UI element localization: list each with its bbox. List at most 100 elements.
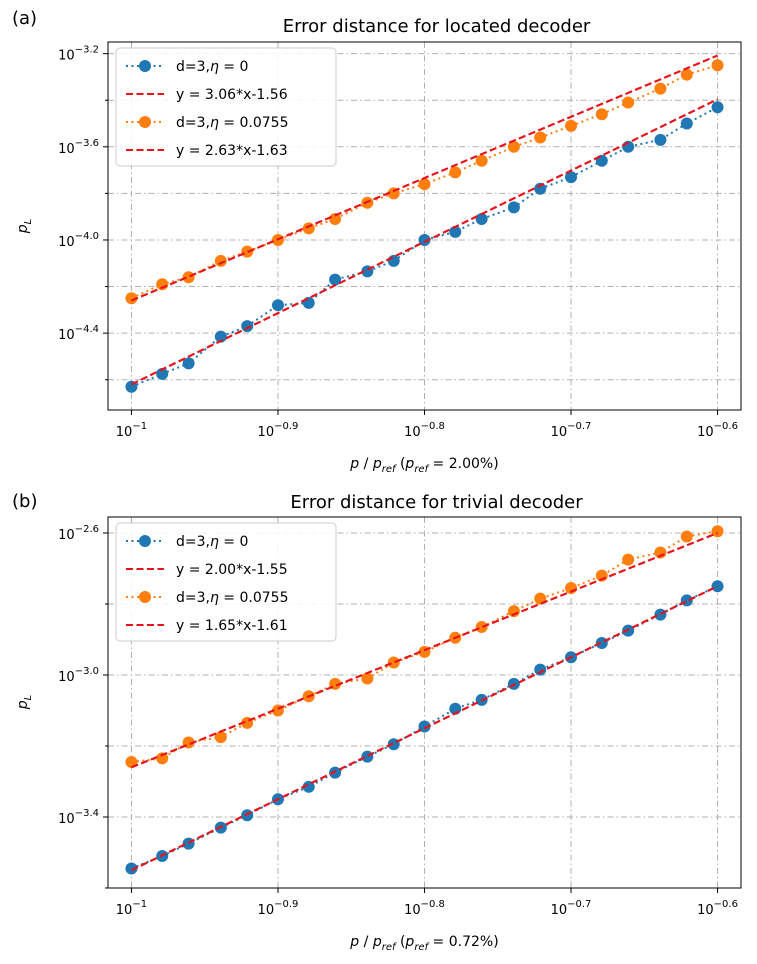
y-tick-label: 10−3.6 — [58, 138, 99, 157]
data-point — [711, 101, 724, 114]
data-point — [418, 233, 431, 246]
legend-box — [115, 47, 337, 167]
x-tick-label: 10−0.9 — [258, 899, 299, 918]
data-point — [475, 621, 488, 634]
data-point — [475, 154, 488, 167]
data-point — [361, 750, 374, 763]
data-point — [654, 608, 667, 621]
data-point — [449, 166, 462, 179]
y-tick-label: 10−3.4 — [58, 808, 99, 827]
legend-marker — [139, 591, 151, 603]
data-point — [680, 117, 693, 130]
fit-line-overlay-1 — [131, 585, 718, 872]
fit-line-overlay-3 — [131, 54, 718, 302]
data-point — [680, 68, 693, 81]
data-point — [125, 292, 138, 305]
data-point — [711, 525, 724, 538]
data-point — [654, 82, 667, 95]
legend-marker — [139, 116, 151, 128]
data-point — [214, 731, 227, 744]
chart-title: Error distance for located decoder — [283, 16, 591, 37]
legend: d=3,η = 0 y = 3.06*x-1.56 d=3,η = 0.0755 y … — [115, 47, 337, 167]
x-tick-label: 10−0.7 — [551, 899, 592, 918]
x-tick-label: 10−0.6 — [697, 421, 738, 440]
data-point — [271, 299, 284, 312]
data-point — [507, 140, 520, 153]
legend-label: d=3,η = 0.0755 — [176, 590, 288, 606]
panel-b: (b) Error distance for trivial decoder 10−… — [12, 491, 742, 953]
fit-line-overlay-1 — [131, 98, 718, 386]
chart-title: Error distance for trivial decoder — [290, 492, 583, 513]
x-tick-label: 10−1 — [116, 421, 147, 440]
data-point — [449, 225, 462, 238]
y-tick-label: 10−4.0 — [58, 231, 99, 250]
data-point — [418, 720, 431, 733]
data-line-2 — [131, 530, 718, 763]
legend-label: y = 3.06*x-1.56 — [176, 87, 288, 103]
x-tick-label: 10−0.8 — [404, 421, 445, 440]
x-tick-label: 10−0.8 — [404, 899, 445, 918]
legend-label: d=3,η = 0 — [176, 534, 248, 550]
data-point — [214, 330, 227, 343]
data-point — [156, 752, 169, 765]
data-point — [302, 222, 315, 235]
legend-label: y = 1.65*x-1.61 — [176, 618, 288, 634]
data-point — [418, 178, 431, 191]
x-axis-label: p / pref (pref = 2.00%) — [349, 456, 498, 475]
legend-box — [115, 522, 337, 642]
y-tick-label: 10−4.4 — [58, 324, 99, 343]
data-point — [241, 320, 254, 333]
panel-a: (a) Error distance for located decoder 10−… — [12, 8, 742, 475]
data-point — [182, 271, 195, 284]
y-tick-label: 10−2.6 — [58, 524, 99, 543]
legend-marker — [139, 535, 151, 547]
data-point — [241, 245, 254, 258]
x-tick-label: 10−0.6 — [697, 899, 738, 918]
data-point — [125, 862, 138, 875]
data-point — [329, 273, 342, 286]
data-point — [534, 131, 547, 144]
panel-label: (b) — [12, 491, 37, 512]
data-point — [565, 171, 578, 184]
data-point — [302, 296, 315, 309]
data-point — [534, 663, 547, 676]
legend-label: d=3,η = 0.0755 — [176, 115, 288, 131]
grid — [108, 517, 741, 888]
data-point — [680, 594, 693, 607]
data-point — [654, 133, 667, 146]
data-point — [182, 357, 195, 370]
data-point — [387, 656, 400, 669]
data-point — [507, 201, 520, 214]
legend-label: y = 2.63*x-1.63 — [176, 143, 288, 159]
plot-area — [125, 525, 724, 875]
legend: d=3,η = 0 y = 2.00*x-1.55 d=3,η = 0.0755 y … — [115, 522, 337, 642]
data-point — [387, 254, 400, 267]
data-point — [680, 530, 693, 543]
y-axis-label: pL — [15, 695, 34, 710]
panel-label: (a) — [12, 8, 37, 29]
y-tick-label: 10−3.2 — [58, 45, 99, 64]
data-point — [565, 119, 578, 132]
data-point — [622, 553, 635, 566]
x-tick-label: 10−0.9 — [258, 421, 299, 440]
data-point — [156, 367, 169, 380]
legend-marker — [139, 60, 151, 72]
data-point — [329, 213, 342, 226]
legend-label: d=3,η = 0 — [176, 59, 248, 75]
data-point — [475, 213, 488, 226]
data-point — [622, 96, 635, 109]
data-point — [711, 59, 724, 72]
y-axis-label: pL — [15, 219, 34, 234]
data-point — [214, 254, 227, 267]
data-point — [534, 182, 547, 195]
fit-line-overlay-3 — [131, 532, 718, 769]
data-point — [125, 755, 138, 768]
plot-area — [125, 54, 724, 393]
data-point — [595, 108, 608, 121]
x-axis-label: p / pref (pref = 0.72%) — [349, 934, 498, 953]
legend-label: y = 2.00*x-1.55 — [176, 562, 288, 578]
x-tick-label: 10−0.7 — [551, 421, 592, 440]
y-tick-label: 10−3.0 — [58, 666, 99, 685]
data-point — [361, 672, 374, 685]
